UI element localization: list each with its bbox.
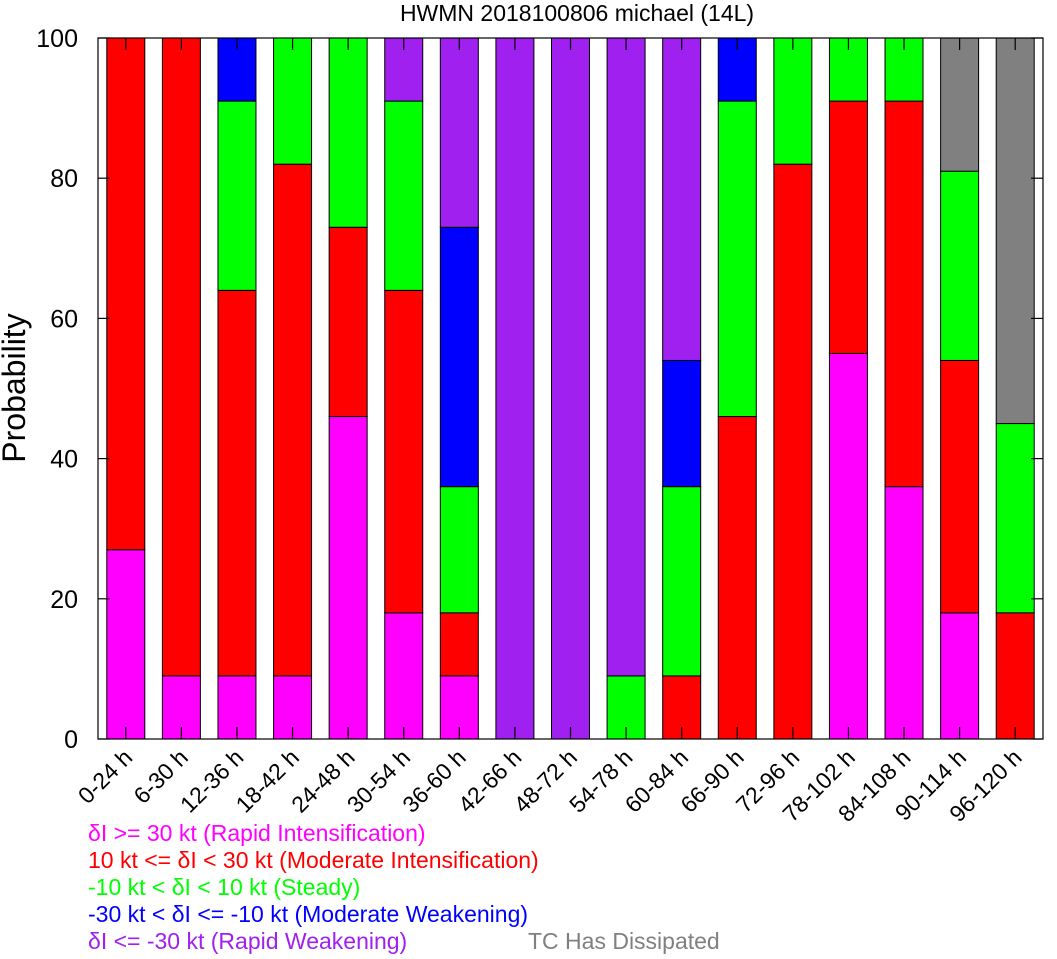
bar-segment [940, 612, 980, 740]
bar-segment [384, 37, 424, 102]
bar-segment [662, 486, 702, 677]
bar-segment [217, 100, 257, 291]
bar-segment [884, 100, 924, 488]
y-tick-label: 80 [50, 165, 78, 193]
bar-segment [662, 37, 702, 361]
legend-entry: 10 kt <= δI < 30 kt (Moderate Intensific… [88, 847, 539, 873]
bar-segment [606, 37, 646, 677]
legend-entry: TC Has Dissipated [528, 928, 720, 954]
bar-segment [384, 289, 424, 614]
y-axis-label: Probability [0, 313, 32, 462]
bar-segment [328, 37, 368, 228]
bar-segment [439, 486, 479, 614]
bar-segment [551, 37, 590, 740]
bar-segment [662, 359, 702, 488]
bar-segment [439, 37, 479, 228]
bar-segment [161, 37, 201, 677]
legend-entry-text: I <= -30 kt (Rapid Weakening) [100, 928, 408, 954]
legend-entry: -30 kt < δI <= -10 kt (Moderate Weakenin… [88, 901, 528, 927]
bar-segment [717, 416, 757, 740]
bar-segment [773, 163, 813, 740]
bar-segment [995, 423, 1035, 614]
legend-entry-prefix: δ [88, 820, 101, 846]
legend-entry-prefix: -10 kt < δ [88, 874, 185, 900]
y-tick-label: 60 [50, 305, 78, 333]
bar-segment [828, 352, 868, 740]
bar-segment [106, 549, 146, 740]
y-tick-label: 20 [50, 586, 78, 614]
chart-title: HWMN 2018100806 michael (14L) [400, 0, 754, 26]
bar-segment [328, 226, 368, 418]
bar-segment [495, 37, 535, 740]
bars-group [106, 37, 1035, 740]
bar-segment [828, 100, 868, 354]
legend-entry-text: TC Has Dissipated [528, 928, 720, 954]
y-tick-label: 100 [36, 25, 78, 53]
legend-entry-text: I < 30 kt (Moderate Intensification) [190, 847, 539, 873]
legend-entry-text: I >= 30 kt (Rapid Intensification) [100, 820, 426, 846]
legend-entry-text: I < 10 kt (Steady) [184, 874, 361, 900]
y-tick-label: 0 [64, 726, 78, 754]
legend-entry-prefix: δ [88, 928, 101, 954]
bar-segment [106, 37, 146, 551]
legend-entry-text: I <= -10 kt (Moderate Weakening) [184, 901, 529, 927]
bar-segment [995, 37, 1035, 425]
legend-entry: δI >= 30 kt (Rapid Intensification) [88, 820, 426, 846]
bar-segment [273, 37, 313, 165]
bar-segment [940, 37, 980, 172]
bar-segment [384, 100, 424, 291]
bar-segment [940, 359, 980, 614]
y-tick-label: 40 [50, 446, 78, 474]
bar-segment [995, 612, 1035, 740]
bar-segment [940, 170, 980, 361]
legend-entry-prefix: 10 kt <= δ [88, 847, 191, 873]
bar-segment [717, 100, 757, 418]
bar-segment [384, 612, 424, 740]
legend-entry: δI <= -30 kt (Rapid Weakening) [88, 928, 407, 954]
bar-segment [439, 612, 479, 677]
legend-entry-prefix: -30 kt < δ [88, 901, 185, 927]
bar-segment [273, 163, 313, 677]
x-tick-label: 0-24 h [73, 744, 138, 809]
bar-segment [717, 37, 757, 102]
bar-segment [773, 37, 813, 165]
legend-entry: -10 kt < δI < 10 kt (Steady) [88, 874, 360, 900]
bar-segment [884, 486, 924, 740]
bar-segment [217, 289, 257, 677]
bar-segment [439, 226, 479, 488]
bar-segment [328, 416, 368, 740]
